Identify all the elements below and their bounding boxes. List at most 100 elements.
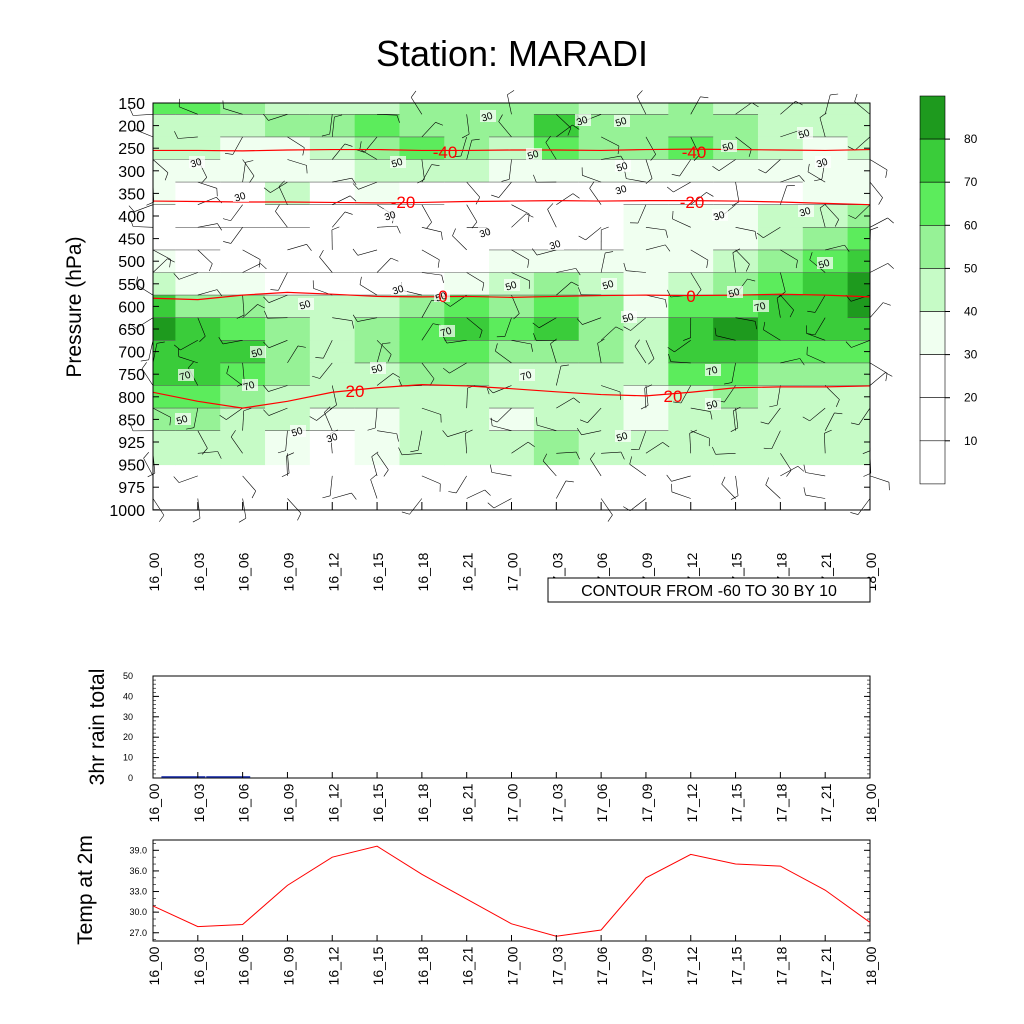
rh-cell: [757, 295, 804, 319]
wind-barb-shaft: [287, 453, 290, 474]
wind-barb-shaft: [421, 362, 435, 379]
wind-barb-feather: [501, 179, 510, 182]
rh-cell: [668, 408, 714, 432]
temp-contour-label: 0: [438, 287, 447, 306]
rh-cell: [153, 295, 176, 319]
rh-cell: [802, 295, 849, 319]
rh-contour-label: 50: [298, 299, 312, 313]
wind-barb-feather: [263, 187, 271, 193]
rain-x-label: 17_00: [505, 783, 521, 822]
rh-contour-label: 50: [175, 414, 189, 428]
wind-barb-feather: [665, 229, 668, 238]
wind-barb-shaft: [197, 317, 206, 337]
rain-x-label: 16_18: [415, 783, 431, 822]
wind-barb-shaft: [776, 297, 781, 318]
rain-bars: [161, 776, 251, 778]
rh-cell: [668, 103, 714, 115]
temp-x-label: 17_18: [773, 946, 789, 985]
wind-barb-shaft: [644, 388, 647, 409]
pressure-tick-label: 300: [118, 164, 145, 181]
wind-barb-shaft: [374, 408, 378, 429]
rh-cell: [309, 249, 356, 273]
wind-barb-feather: [542, 453, 548, 462]
wind-barb-shaft: [329, 475, 333, 496]
rain-frame: [152, 675, 871, 779]
wind-barb-shaft: [735, 249, 750, 265]
rh-cell: [847, 204, 871, 228]
wind-barb-feather: [498, 114, 503, 122]
wind-barb-shaft: [268, 385, 288, 392]
rh-cell: [444, 272, 490, 296]
rain-x-label: 16_15: [370, 783, 386, 822]
rh-cell: [847, 227, 871, 251]
rh-cell: [309, 317, 356, 341]
wind-barb-feather: [319, 249, 324, 258]
wind-barb-shaft: [556, 281, 572, 296]
wind-barb-feather: [634, 339, 640, 347]
wind-barb-feather: [486, 386, 490, 395]
wind-barbs: [128, 90, 894, 523]
wind-barb-shaft: [637, 204, 647, 224]
rh-cell: [489, 136, 535, 160]
wind-barb-shaft: [629, 463, 647, 477]
wind-barb-shaft: [869, 263, 888, 273]
wind-barb-shaft: [178, 356, 198, 364]
wind-barb-feather: [754, 321, 758, 330]
wind-barb-shaft: [377, 430, 397, 435]
wind-barb-shaft: [601, 385, 621, 393]
wind-barb-shaft: [673, 181, 691, 193]
wind-barb-feather: [671, 174, 680, 177]
rh-cell: [309, 272, 356, 296]
wind-barb-feather: [532, 322, 540, 329]
wind-barb-feather: [572, 124, 580, 130]
wind-barb-feather: [799, 358, 805, 366]
wind-barb-shaft: [690, 430, 710, 439]
rain-x-label: 16_21: [460, 783, 476, 822]
rh-label-bg: [290, 425, 306, 437]
rh-cell: [444, 249, 490, 273]
wind-barb-shaft: [556, 480, 567, 499]
wind-barb-shaft: [178, 272, 198, 280]
rh-label-bg: [615, 160, 631, 172]
wind-barb-shaft: [805, 472, 826, 477]
wind-barb-shaft: [466, 489, 485, 499]
wind-barb-shaft: [278, 272, 288, 291]
wind-barb-feather: [218, 337, 224, 345]
rh-cell: [354, 272, 400, 296]
rh-cell: [265, 114, 311, 138]
rh-cell: [623, 408, 669, 432]
rh-cell: [309, 114, 356, 138]
wind-barb-shaft: [504, 317, 512, 337]
rh-cell: [175, 249, 221, 273]
temp-x-label: 16_18: [415, 946, 431, 985]
wind-barb-feather: [263, 341, 270, 349]
wind-barb-shaft: [357, 317, 378, 322]
wind-barb-feather: [202, 448, 208, 455]
rh-cell: [354, 182, 400, 206]
wind-barb-shaft: [493, 498, 512, 509]
temp-x-axis: 16_00 16_03 16_06 16_09 16_12 16_15 16_18 16_21…: [146, 935, 879, 985]
colorbar-swatch: [919, 138, 946, 183]
rain-x-label: 16_09: [280, 783, 296, 822]
rh-cell: [309, 408, 356, 432]
rh-cell: [489, 340, 535, 364]
temp-x-label: 16_21: [460, 946, 476, 985]
rh-cell: [309, 103, 356, 115]
wind-barb-shaft: [556, 268, 576, 273]
wind-barb-shaft: [332, 492, 352, 499]
rh-cell: [354, 159, 400, 183]
wind-barb-shaft: [780, 466, 799, 477]
rh-cell: [309, 182, 356, 206]
wind-barb-feather: [560, 364, 569, 367]
wind-barb-shaft: [674, 340, 691, 353]
wind-barb-shaft: [401, 453, 422, 456]
time-tick-label: 16_03: [191, 552, 207, 591]
wind-barb-shaft: [376, 340, 392, 355]
rh-cell: [533, 136, 580, 160]
wind-barb-shaft: [636, 96, 647, 115]
temp-contour-label: 0: [686, 287, 695, 306]
rh-cell: [713, 159, 759, 183]
rh-cell: [623, 227, 669, 251]
wind-barb-shaft: [287, 159, 307, 166]
wind-barb-shaft: [550, 343, 557, 363]
